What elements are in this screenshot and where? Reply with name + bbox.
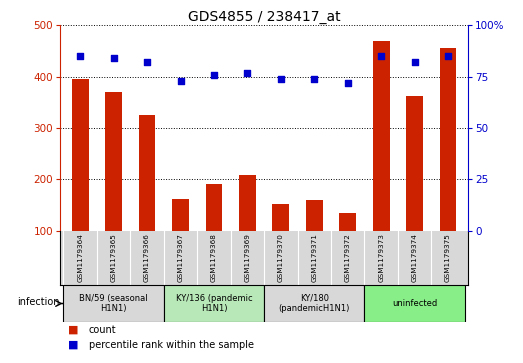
- Bar: [105, 92, 122, 231]
- Bar: [406, 96, 423, 231]
- Text: GSM1179370: GSM1179370: [278, 233, 284, 282]
- Point: [76, 53, 84, 59]
- Text: GSM1179369: GSM1179369: [244, 233, 251, 282]
- Text: KY/180
(pandemicH1N1): KY/180 (pandemicH1N1): [279, 294, 350, 313]
- Text: GSM1179371: GSM1179371: [311, 233, 317, 282]
- Point: [210, 72, 218, 78]
- Bar: [272, 204, 289, 231]
- Bar: [206, 184, 222, 231]
- Text: uninfected: uninfected: [392, 299, 437, 308]
- Point: [444, 53, 452, 59]
- Point: [310, 76, 319, 82]
- Point: [243, 70, 252, 76]
- Bar: [63, 285, 164, 322]
- Bar: [306, 200, 323, 231]
- Text: count: count: [89, 325, 116, 335]
- Bar: [164, 285, 264, 322]
- Point: [277, 76, 285, 82]
- Text: KY/136 (pandemic
H1N1): KY/136 (pandemic H1N1): [176, 294, 252, 313]
- Bar: [172, 199, 189, 231]
- Text: GSM1179364: GSM1179364: [77, 233, 83, 282]
- Text: GSM1179365: GSM1179365: [111, 233, 117, 282]
- Bar: [72, 79, 88, 231]
- Point: [344, 80, 352, 86]
- Text: ■: ■: [69, 340, 79, 350]
- Bar: [373, 41, 390, 231]
- Point: [176, 78, 185, 84]
- Bar: [139, 115, 155, 231]
- Text: infection: infection: [17, 297, 60, 307]
- Bar: [339, 213, 356, 231]
- Text: BN/59 (seasonal
H1N1): BN/59 (seasonal H1N1): [79, 294, 148, 313]
- Bar: [365, 285, 465, 322]
- Text: GSM1179368: GSM1179368: [211, 233, 217, 282]
- Bar: [440, 49, 457, 231]
- Text: ■: ■: [69, 325, 79, 335]
- Text: percentile rank within the sample: percentile rank within the sample: [89, 340, 254, 350]
- Text: GSM1179367: GSM1179367: [177, 233, 184, 282]
- Text: GSM1179374: GSM1179374: [412, 233, 417, 282]
- Bar: [239, 175, 256, 231]
- Text: GSM1179366: GSM1179366: [144, 233, 150, 282]
- Title: GDS4855 / 238417_at: GDS4855 / 238417_at: [188, 11, 340, 24]
- Point: [109, 55, 118, 61]
- Text: GSM1179373: GSM1179373: [378, 233, 384, 282]
- Point: [377, 53, 385, 59]
- Point: [143, 60, 151, 65]
- Bar: [264, 285, 365, 322]
- Point: [411, 60, 419, 65]
- Text: GSM1179372: GSM1179372: [345, 233, 351, 282]
- Text: GSM1179375: GSM1179375: [445, 233, 451, 282]
